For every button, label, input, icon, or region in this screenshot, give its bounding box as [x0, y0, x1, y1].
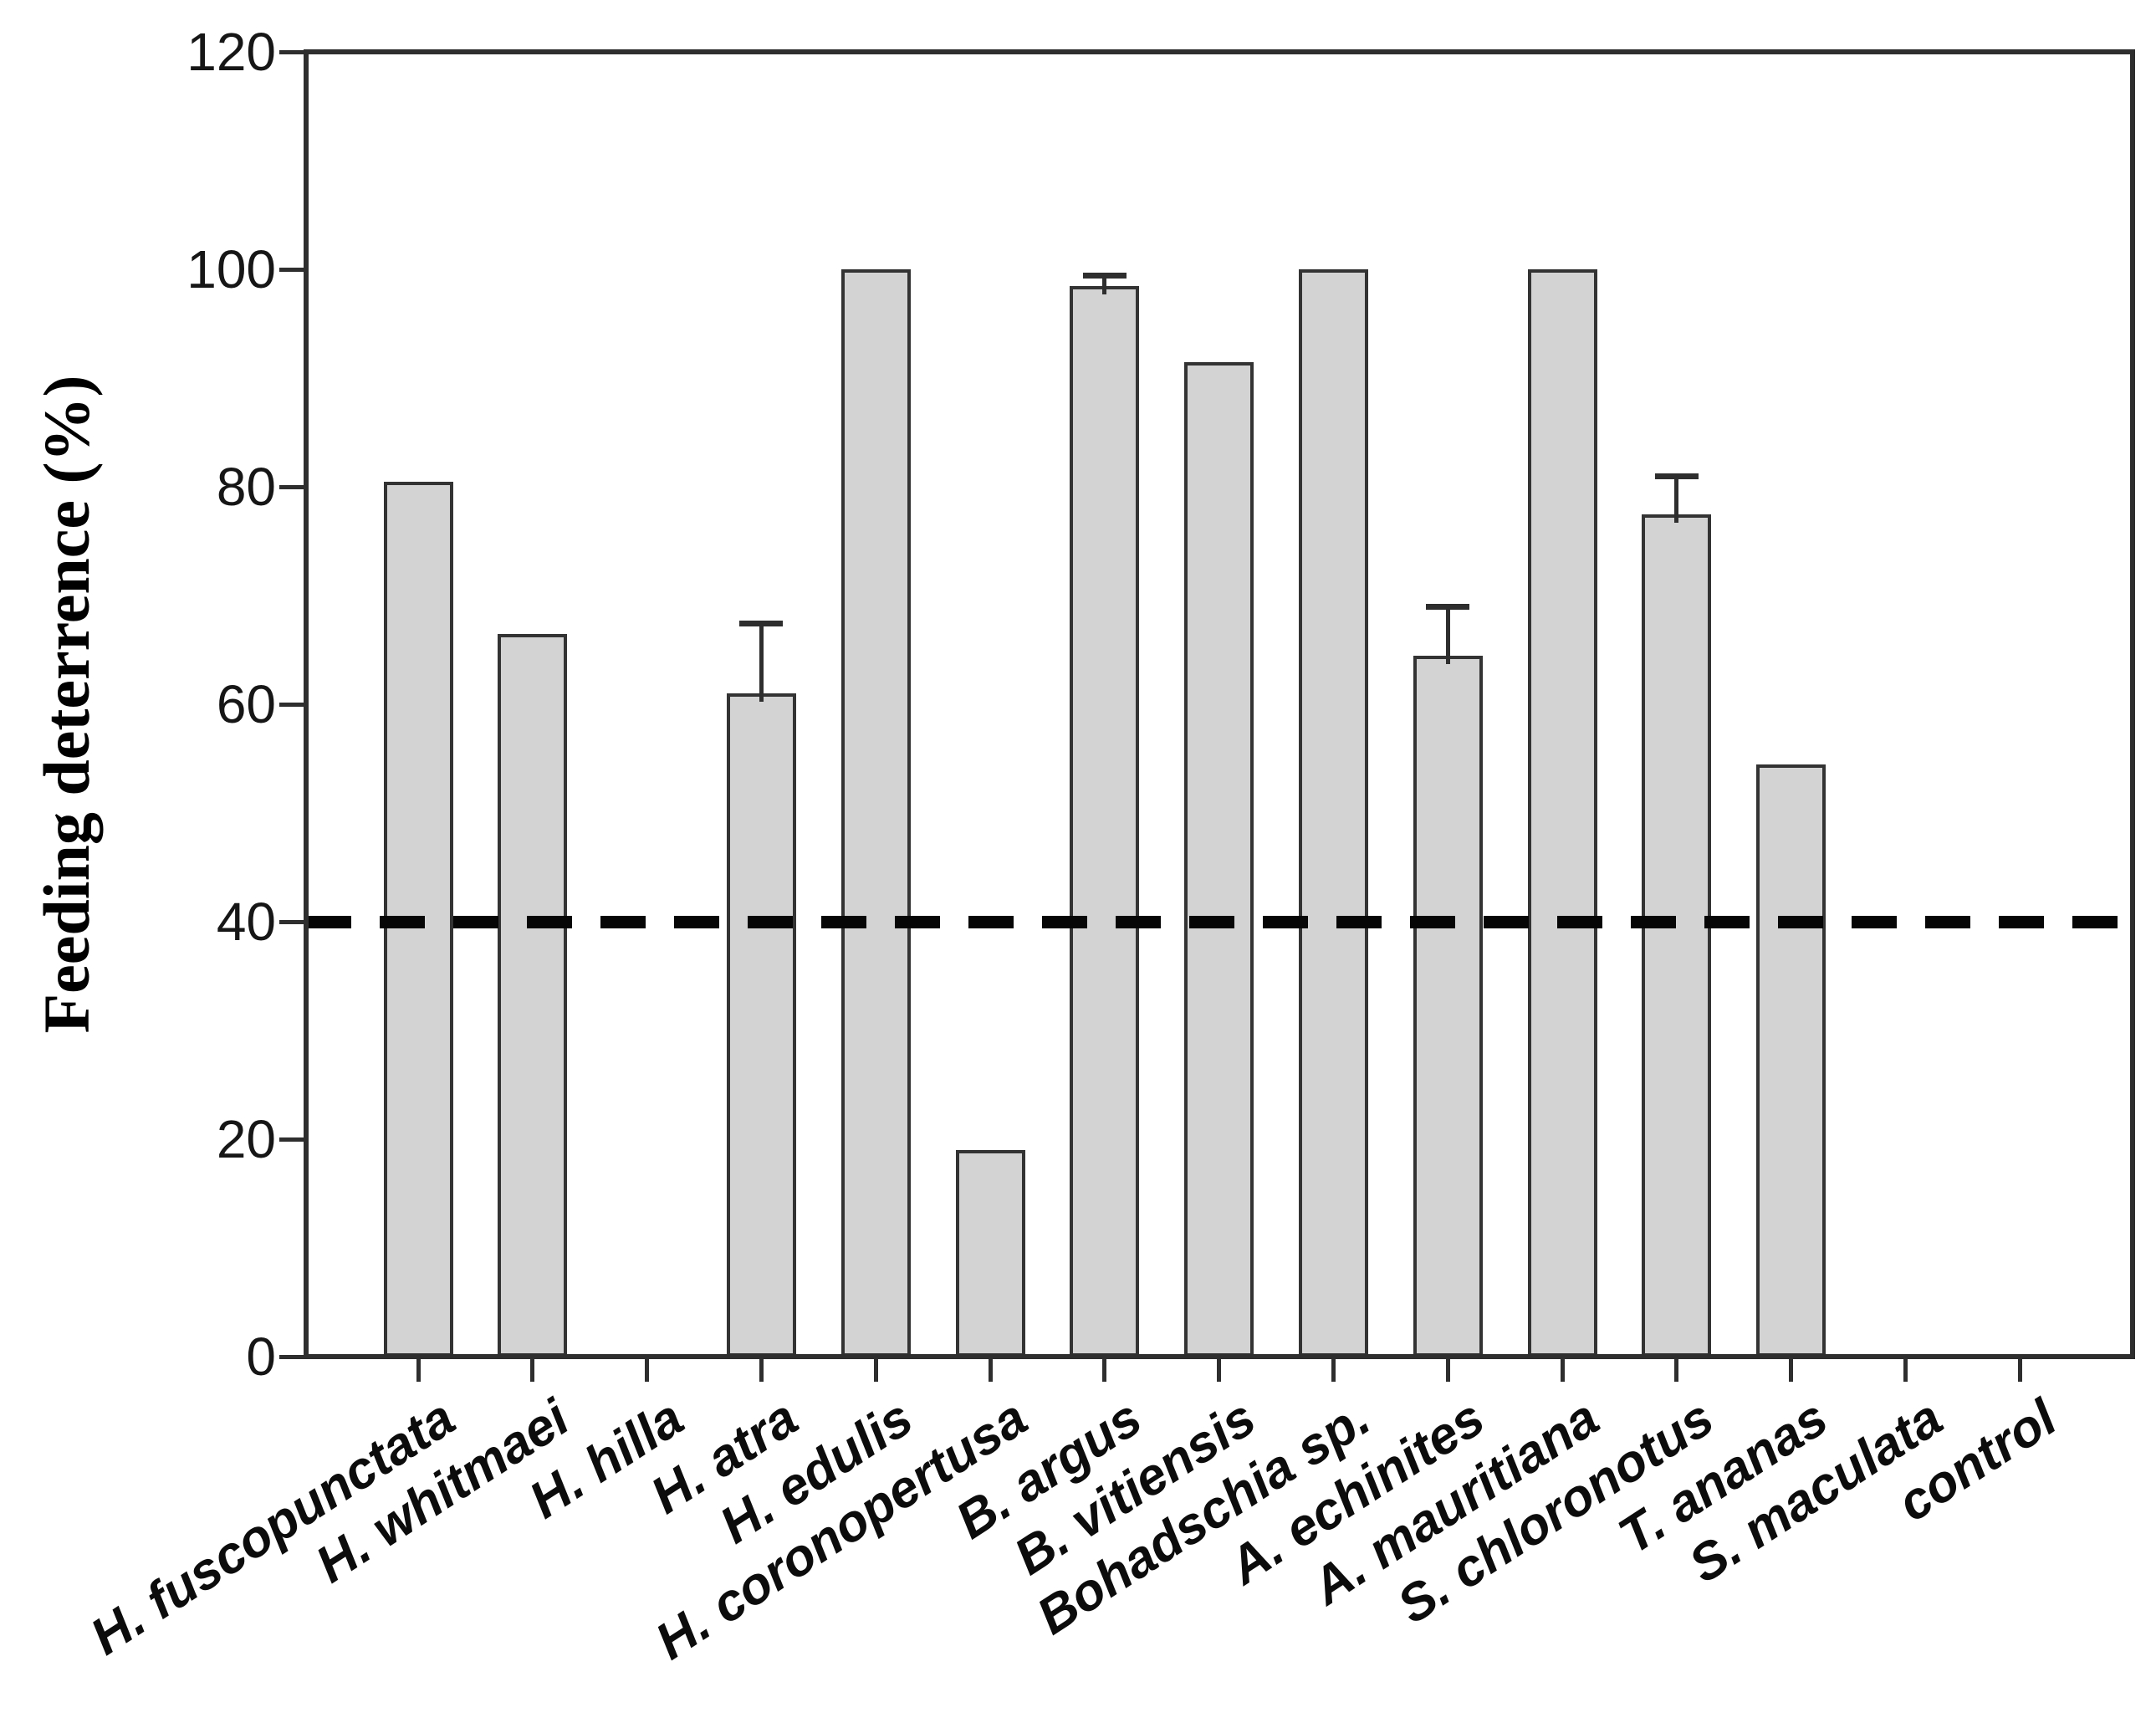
- y-axis-tick: [279, 919, 306, 924]
- error-bar-cap: [1654, 473, 1699, 479]
- axis-frame-right: [2130, 49, 2135, 1359]
- bar: [1413, 655, 1483, 1357]
- bar: [840, 269, 911, 1357]
- y-axis-tick-label: 40: [216, 892, 276, 952]
- y-axis-tick-label: 80: [216, 457, 276, 517]
- error-bar-cap: [739, 620, 784, 626]
- bar: [1070, 285, 1140, 1357]
- x-axis-tick: [1217, 1359, 1222, 1382]
- x-axis-tick: [1789, 1359, 1794, 1382]
- error-bar-cap: [1426, 604, 1470, 610]
- x-axis-tick: [2017, 1359, 2022, 1382]
- x-axis-tick: [1102, 1359, 1107, 1382]
- bar: [498, 633, 568, 1357]
- y-axis-tick: [279, 267, 306, 272]
- error-bar-stem: [759, 622, 764, 702]
- bar: [1642, 514, 1712, 1357]
- y-axis-tick-label: 20: [216, 1109, 276, 1169]
- x-axis-tick: [1903, 1359, 1908, 1382]
- bar: [726, 693, 796, 1357]
- bar: [1184, 361, 1254, 1357]
- bar: [955, 1150, 1025, 1357]
- x-axis-tick: [416, 1359, 421, 1382]
- y-axis-tick-label: 100: [186, 239, 276, 299]
- y-axis-tick-label: 60: [216, 674, 276, 734]
- error-bar-stem: [1674, 476, 1679, 523]
- y-axis-tick: [279, 1137, 306, 1142]
- x-axis-tick: [530, 1359, 535, 1382]
- y-axis-tick: [279, 484, 306, 489]
- y-axis-tick: [279, 1354, 306, 1359]
- x-axis-tick: [1560, 1359, 1565, 1382]
- x-axis-tick: [1331, 1359, 1336, 1382]
- x-axis-tick: [873, 1359, 878, 1382]
- x-axis-tick: [645, 1359, 650, 1382]
- bar: [1527, 269, 1597, 1357]
- x-axis-tick: [1445, 1359, 1450, 1382]
- y-axis-tick: [279, 702, 306, 707]
- reference-dashed-line: [306, 916, 2133, 928]
- axis-frame-bottom: [304, 1354, 2135, 1359]
- axis-frame-left: [304, 49, 309, 1359]
- y-axis-tick-label: 120: [186, 22, 276, 82]
- x-axis-tick: [988, 1359, 993, 1382]
- axis-frame-top: [304, 49, 2135, 54]
- y-axis-tick: [279, 49, 306, 54]
- y-axis-tick-label: 0: [246, 1327, 276, 1387]
- x-axis-tick: [759, 1359, 764, 1382]
- error-bar-stem: [1102, 274, 1107, 294]
- x-axis-tick: [1674, 1359, 1679, 1382]
- error-bar-stem: [1445, 606, 1450, 664]
- bar: [1298, 269, 1368, 1357]
- error-bar-cap: [1082, 272, 1127, 279]
- bar: [1756, 764, 1826, 1357]
